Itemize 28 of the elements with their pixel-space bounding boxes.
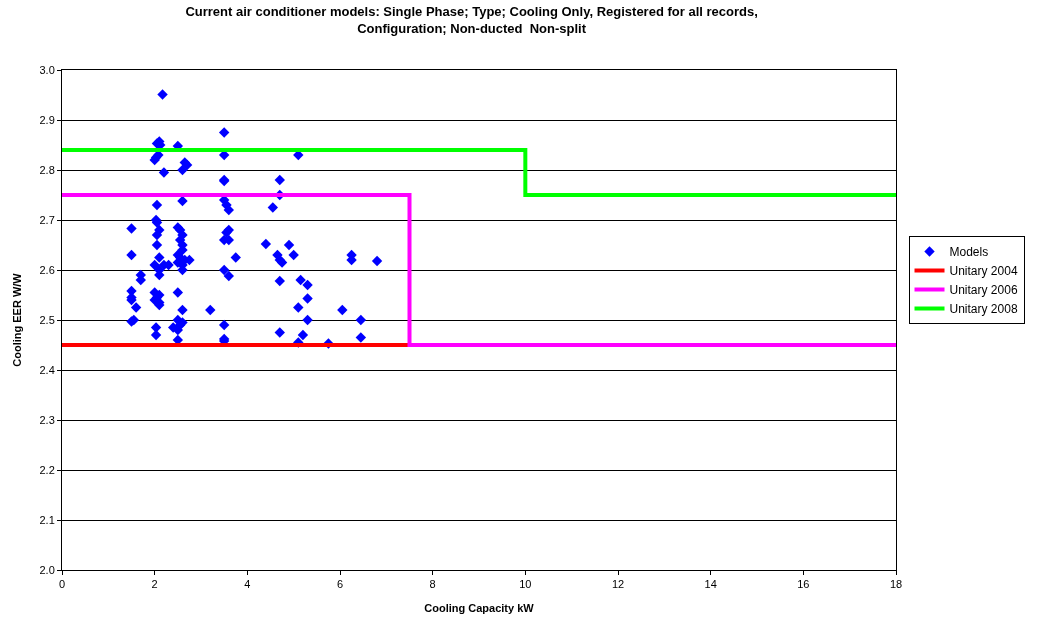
legend-label: Unitary 2004 — [949, 264, 1018, 279]
x-tick-label: 8 — [429, 578, 436, 591]
y-tick-label: 2.5 — [39, 313, 55, 326]
x-tick-label: 16 — [797, 578, 810, 591]
y-tick-label: 2.7 — [39, 213, 55, 226]
x-axis-title: Cooling Capacity kW — [424, 602, 535, 615]
x-tick-label: 6 — [336, 578, 344, 591]
x-tick-label: 2 — [151, 578, 158, 591]
x-tick-label: 10 — [519, 578, 532, 591]
y-axis-title: Cooling EER W/W — [11, 272, 24, 367]
x-tick-label: 0 — [58, 578, 66, 591]
y-tick-label: 2.4 — [39, 363, 55, 376]
y-tick-label: 2.1 — [39, 513, 55, 526]
x-tick-label: 12 — [611, 578, 625, 591]
x-tick-label: 4 — [244, 578, 251, 591]
y-tick-label: 3.0 — [39, 63, 55, 76]
y-tick-label: 2.0 — [39, 563, 55, 576]
legend-label: Models — [949, 245, 989, 260]
y-tick-label: 2.9 — [39, 113, 55, 126]
y-tick-label: 2.6 — [39, 263, 55, 276]
x-tick-label: 14 — [704, 578, 717, 591]
x-tick-label: 18 — [889, 578, 903, 591]
chart-title: Current air conditioner models: Single Phase; Type; Cooling Only, Registered for all records, Configuration; Non-ducted Non-split — [185, 3, 758, 36]
y-tick-label: 2.8 — [39, 163, 55, 176]
legend-label: Unitary 2006 — [949, 283, 1018, 298]
y-tick-label: 2.3 — [39, 413, 55, 426]
y-tick-label: 2.2 — [39, 463, 55, 476]
legend-label: Unitary 2008 — [949, 302, 1018, 317]
